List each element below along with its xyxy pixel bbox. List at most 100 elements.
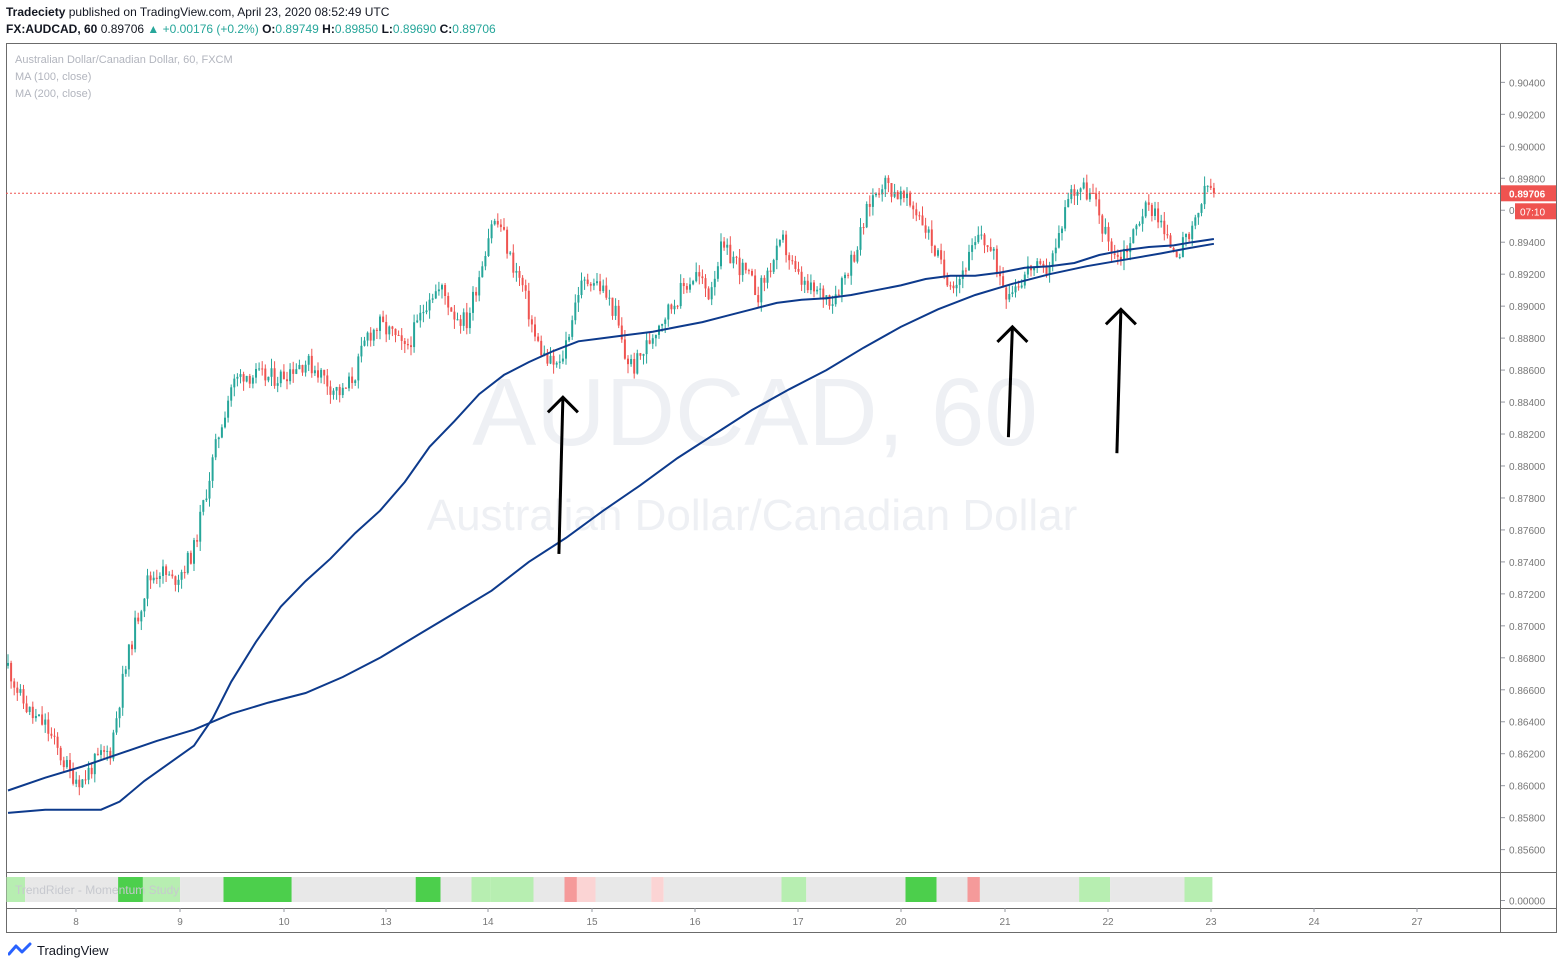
candle[interactable] [589, 282, 592, 292]
candle[interactable] [1051, 250, 1054, 272]
candle[interactable] [685, 283, 688, 294]
candle[interactable] [890, 183, 893, 203]
candle[interactable] [400, 328, 403, 350]
candle[interactable] [1070, 184, 1073, 204]
candle[interactable] [884, 175, 887, 197]
candle[interactable] [1126, 245, 1129, 259]
candle[interactable] [134, 610, 137, 653]
candle[interactable] [924, 217, 927, 239]
candle[interactable] [388, 325, 391, 340]
candle[interactable] [478, 270, 481, 302]
candle[interactable] [1092, 183, 1094, 194]
candle[interactable] [475, 287, 478, 302]
candle[interactable] [248, 373, 251, 389]
candle[interactable] [1082, 177, 1085, 190]
candle[interactable] [651, 334, 654, 349]
candle[interactable] [986, 245, 989, 253]
candle[interactable] [382, 310, 385, 323]
candle[interactable] [202, 499, 205, 516]
candle[interactable] [366, 331, 369, 347]
candle[interactable] [555, 361, 558, 368]
candle[interactable] [357, 353, 360, 389]
candle[interactable] [189, 550, 192, 565]
candle[interactable] [1067, 192, 1070, 208]
footer-brand[interactable]: TradingView [8, 942, 109, 958]
candle[interactable] [437, 281, 440, 296]
candle[interactable] [620, 317, 623, 343]
candle[interactable] [279, 369, 282, 388]
candle[interactable] [273, 361, 276, 389]
candle[interactable] [425, 301, 428, 315]
candle[interactable] [47, 712, 50, 742]
candle[interactable] [481, 261, 484, 278]
candle[interactable] [667, 303, 670, 327]
candle[interactable] [379, 314, 381, 340]
candle[interactable] [1185, 233, 1187, 247]
candle[interactable] [158, 572, 161, 588]
candle[interactable] [766, 267, 769, 289]
candle[interactable] [261, 361, 264, 376]
candle[interactable] [72, 762, 75, 786]
candle[interactable] [977, 226, 980, 244]
candle[interactable] [335, 386, 338, 400]
candle[interactable] [949, 281, 952, 290]
candle[interactable] [174, 575, 177, 592]
candle[interactable] [193, 537, 195, 571]
candle[interactable] [906, 187, 908, 206]
candle[interactable] [251, 375, 254, 389]
candle[interactable] [639, 352, 642, 360]
candle[interactable] [1138, 221, 1141, 227]
candle[interactable] [565, 331, 567, 365]
candle[interactable] [1147, 194, 1150, 211]
candle[interactable] [320, 367, 323, 384]
candle[interactable] [1110, 238, 1113, 263]
candle[interactable] [456, 312, 459, 321]
candle[interactable] [540, 335, 543, 358]
candle[interactable] [747, 268, 750, 275]
candle[interactable] [214, 433, 217, 461]
time-axis[interactable]: 8 9 10 13 14 15 16 17 20 21 22 23 24 27 [73, 908, 1423, 928]
candle[interactable] [28, 706, 31, 716]
candle[interactable] [19, 684, 22, 696]
candle[interactable] [344, 387, 347, 389]
candle[interactable] [487, 228, 490, 257]
candle[interactable] [360, 337, 363, 363]
candle[interactable] [239, 369, 242, 384]
candle[interactable] [720, 233, 722, 270]
candle[interactable] [995, 245, 998, 278]
candle[interactable] [844, 272, 846, 285]
candle[interactable] [422, 304, 425, 323]
candle[interactable] [428, 293, 431, 319]
candle[interactable] [772, 258, 775, 275]
candle[interactable] [760, 275, 763, 312]
candle[interactable] [803, 276, 806, 293]
candle[interactable] [124, 665, 127, 677]
candle[interactable] [16, 681, 19, 701]
candle[interactable] [785, 230, 788, 263]
price-axis[interactable]: 0.904000.902000.900000.898000.896000.894… [1501, 78, 1546, 908]
candle[interactable] [1104, 218, 1107, 235]
candle[interactable] [484, 251, 487, 271]
candle[interactable] [375, 327, 378, 340]
candle[interactable] [549, 347, 552, 365]
candle[interactable] [918, 211, 921, 221]
candle[interactable] [689, 277, 691, 293]
candle[interactable] [769, 262, 772, 278]
candle[interactable] [614, 298, 617, 320]
candle[interactable] [707, 286, 710, 301]
candle[interactable] [896, 190, 899, 200]
candle[interactable] [512, 244, 515, 278]
candle[interactable] [180, 569, 183, 589]
candle[interactable] [1163, 212, 1166, 241]
candle[interactable] [391, 325, 394, 337]
candle[interactable] [1154, 201, 1156, 221]
candle[interactable] [258, 362, 261, 371]
candle[interactable] [577, 286, 580, 312]
candle[interactable] [840, 276, 843, 303]
candle[interactable] [227, 395, 230, 423]
candle[interactable] [611, 297, 614, 320]
candle[interactable] [887, 175, 890, 193]
candle[interactable] [242, 371, 245, 391]
candle[interactable] [710, 281, 713, 306]
candle[interactable] [1061, 226, 1063, 241]
